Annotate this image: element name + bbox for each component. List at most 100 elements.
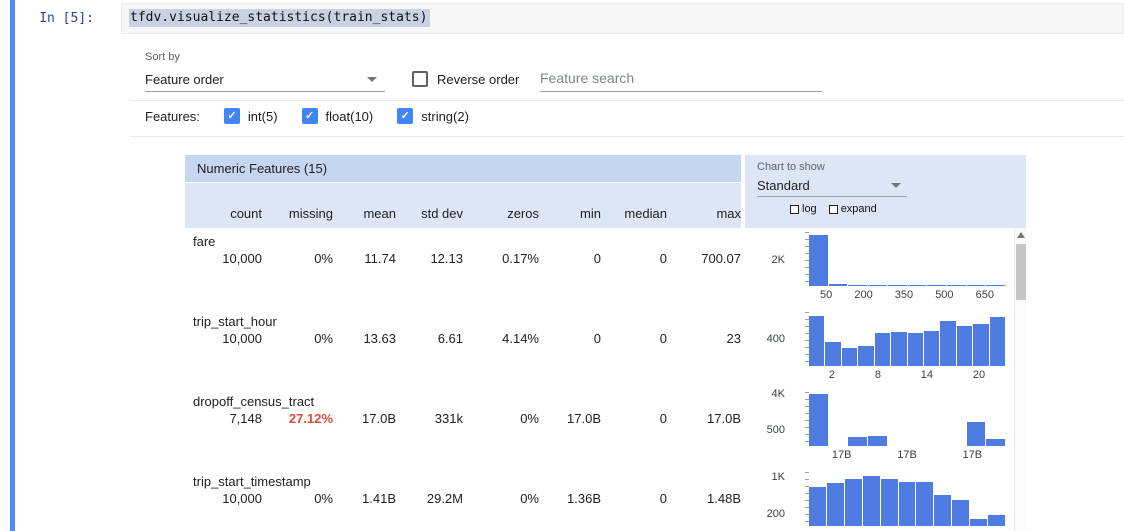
histogram-bar — [841, 347, 858, 366]
checkbox-unchecked-icon[interactable] — [412, 71, 428, 87]
stat-cell: 0% — [314, 491, 333, 506]
stat-cell: 12.13 — [430, 251, 463, 266]
histogram-bar — [809, 235, 828, 286]
cell-selection-bar — [10, 0, 15, 531]
feature-name: trip_start_hour — [193, 314, 277, 329]
checkbox-checked-icon[interactable] — [397, 108, 414, 124]
stat-cell: 0 — [659, 251, 667, 266]
stat-cell: 6.61 — [437, 331, 463, 346]
histogram-bar — [966, 284, 986, 286]
column-headers: count missing mean std dev zeros min median max — [185, 183, 741, 228]
x-tick-label: 650 — [975, 289, 994, 301]
stat-cell: 700.07 — [701, 251, 741, 266]
checkbox-checked-icon[interactable] — [223, 108, 240, 124]
chart-to-show-label: Chart to show — [757, 161, 825, 173]
histogram-bar — [966, 422, 986, 446]
stat-cell: 1.36B — [567, 491, 601, 506]
y-tick-label: 400 — [766, 332, 785, 345]
divider — [130, 100, 1124, 101]
table-row: fare 10,000 0% 11.74 12.13 0.17% 0 0 700.07 2K 50 2… — [185, 228, 1026, 308]
chart-type-value: Standard — [757, 177, 810, 193]
histogram-bar — [946, 284, 966, 286]
log-checkbox[interactable]: log — [790, 203, 817, 215]
x-tick-label: 2 — [828, 369, 836, 381]
feature-search-input[interactable] — [540, 64, 822, 92]
cell-prompt: In [5]: — [39, 11, 94, 26]
x-tick-label: 20 — [972, 369, 986, 381]
code-text[interactable]: tfdv.visualize_statistics(train_stats) — [129, 9, 431, 27]
stat-cell-missing-alert: 27.12% — [288, 411, 333, 426]
histogram-plot — [809, 231, 1006, 286]
chevron-down-icon — [367, 76, 377, 82]
y-axis-ticks — [805, 312, 809, 367]
histogram-bar — [986, 438, 1006, 446]
stat-cell: 10,000 — [222, 331, 262, 346]
histogram-bar — [927, 284, 946, 286]
filter-string[interactable]: string(2) — [397, 108, 469, 124]
x-tick-label: 17B — [897, 449, 917, 461]
code-cell[interactable]: tfdv.visualize_statistics(train_stats) — [121, 3, 1124, 34]
histogram-bar — [825, 342, 841, 366]
feature-name: dropoff_census_tract — [193, 394, 315, 409]
scroll-up-arrow-icon[interactable] — [1016, 232, 1025, 238]
column-header-max: max — [716, 206, 741, 221]
stat-cell: 0% — [520, 491, 539, 506]
stat-cell: 0% — [520, 411, 539, 426]
x-tick-label: 200 — [854, 289, 873, 301]
histogram-bar — [809, 394, 828, 446]
sort-by-dropdown[interactable]: Feature order — [145, 67, 385, 92]
stat-cell: 7,148 — [229, 411, 262, 426]
checkbox-unchecked-icon[interactable] — [828, 204, 838, 214]
histogram-chart: 4K 500 17B 17B 17B — [745, 388, 1026, 468]
scrollbar-thumb[interactable] — [1016, 244, 1026, 300]
histogram-bar — [809, 315, 825, 366]
reverse-order-checkbox[interactable]: Reverse order — [412, 71, 519, 87]
column-header-mean: mean — [363, 206, 396, 221]
y-tick-label: 2K — [771, 253, 785, 266]
feature-name: fare — [193, 234, 216, 249]
stat-cell: 0% — [314, 331, 333, 346]
histogram-bar — [986, 284, 1006, 286]
histogram-bar — [973, 324, 989, 366]
stat-cell: 10,000 — [222, 251, 262, 266]
feature-name: trip_start_timestamp — [193, 474, 311, 489]
x-tick-label: 500 — [935, 289, 954, 301]
stat-cell: 0 — [659, 331, 667, 346]
feature-stats: fare 10,000 0% 11.74 12.13 0.17% 0 0 700.07 — [185, 228, 741, 266]
checkbox-checked-icon[interactable] — [301, 108, 318, 124]
expand-label: expand — [840, 203, 877, 215]
x-axis-labels: 17B 17B 17B — [809, 449, 1005, 461]
x-tick-label: 14 — [920, 369, 934, 381]
stat-cell: 0 — [593, 251, 601, 266]
histogram-bar — [956, 325, 973, 366]
chart-type-dropdown[interactable]: Standard — [757, 174, 907, 197]
checkbox-unchecked-icon[interactable] — [790, 204, 799, 214]
histogram-bar — [891, 332, 907, 366]
stat-cell: 17.0B — [362, 411, 396, 426]
scrollbar[interactable] — [1014, 228, 1026, 531]
feature-values: 7,148 27.12% 17.0B 331k 0% 17.0B 0 17.0B — [185, 411, 741, 426]
chevron-down-icon — [891, 182, 901, 188]
expand-checkbox[interactable]: expand — [828, 203, 877, 215]
histogram-bar — [887, 284, 907, 286]
feature-stats: trip_start_timestamp 10,000 0% 1.41B 29.2M 0%… — [185, 468, 741, 506]
stat-cell: 11.74 — [364, 251, 396, 266]
column-header-min: min — [580, 206, 601, 221]
stat-cell: 1.41B — [362, 491, 396, 506]
histogram-bar — [862, 475, 880, 526]
chart-panel: Chart to show Standard log expand — [745, 155, 1026, 228]
histogram-chart: 2K 50 200 350 500 650 — [745, 228, 1026, 308]
filter-int[interactable]: int(5) — [223, 108, 278, 124]
x-tick-label: 50 — [820, 289, 833, 301]
filter-float[interactable]: float(10) — [301, 108, 373, 124]
stat-cell: 13.63 — [363, 331, 396, 346]
y-axis-labels: 4K 500 — [745, 388, 785, 446]
feature-values: 10,000 0% 11.74 12.13 0.17% 0 0 700.07 — [185, 251, 741, 266]
histogram-bar — [934, 495, 952, 526]
y-axis-ticks — [805, 472, 809, 527]
table-title: Numeric Features (15) — [185, 155, 741, 182]
y-tick-label: 1K — [771, 470, 785, 483]
histogram-bar — [848, 284, 868, 286]
y-tick-label: 4K — [771, 388, 785, 401]
